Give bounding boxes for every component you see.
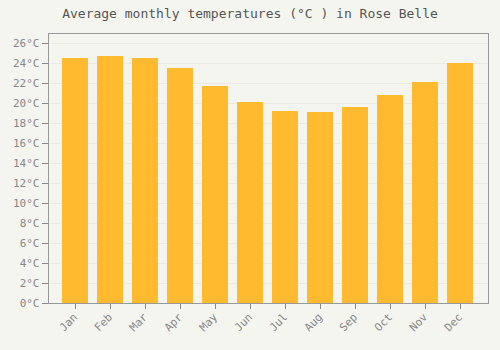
- svg-text:26°C: 26°C: [13, 37, 40, 50]
- svg-text:Jul: Jul: [267, 311, 290, 334]
- svg-text:10°C: 10°C: [13, 197, 40, 210]
- svg-text:Apr: Apr: [162, 310, 186, 334]
- svg-text:18°C: 18°C: [13, 117, 40, 130]
- svg-text:22°C: 22°C: [13, 77, 40, 90]
- svg-text:Sep: Sep: [337, 311, 360, 334]
- svg-text:2°C: 2°C: [20, 277, 40, 290]
- svg-text:Dec: Dec: [442, 311, 465, 334]
- svg-text:24°C: 24°C: [13, 57, 40, 70]
- svg-text:6°C: 6°C: [20, 237, 40, 250]
- svg-text:8°C: 8°C: [20, 217, 40, 230]
- svg-text:Aug: Aug: [302, 311, 325, 334]
- svg-text:Nov: Nov: [407, 310, 431, 334]
- svg-text:Jun: Jun: [232, 311, 255, 334]
- svg-text:4°C: 4°C: [20, 257, 40, 270]
- svg-text:12°C: 12°C: [13, 177, 40, 190]
- html-text:Average monthly temperatures (: Average monthly temperatures (°C ) in Ro…: [62, 6, 438, 21]
- svg-text:Oct: Oct: [372, 311, 395, 334]
- svg-text:14°C: 14°C: [13, 157, 40, 170]
- svg-text:Jan: Jan: [57, 311, 80, 334]
- svg-text:20°C: 20°C: [13, 97, 40, 110]
- svg-text:Mar: Mar: [127, 310, 151, 334]
- svg-text:0°C: 0°C: [20, 297, 40, 310]
- svg-text:May: May: [197, 310, 221, 334]
- svg-text:16°C: 16°C: [13, 137, 40, 150]
- svg-text:Feb: Feb: [92, 311, 115, 334]
